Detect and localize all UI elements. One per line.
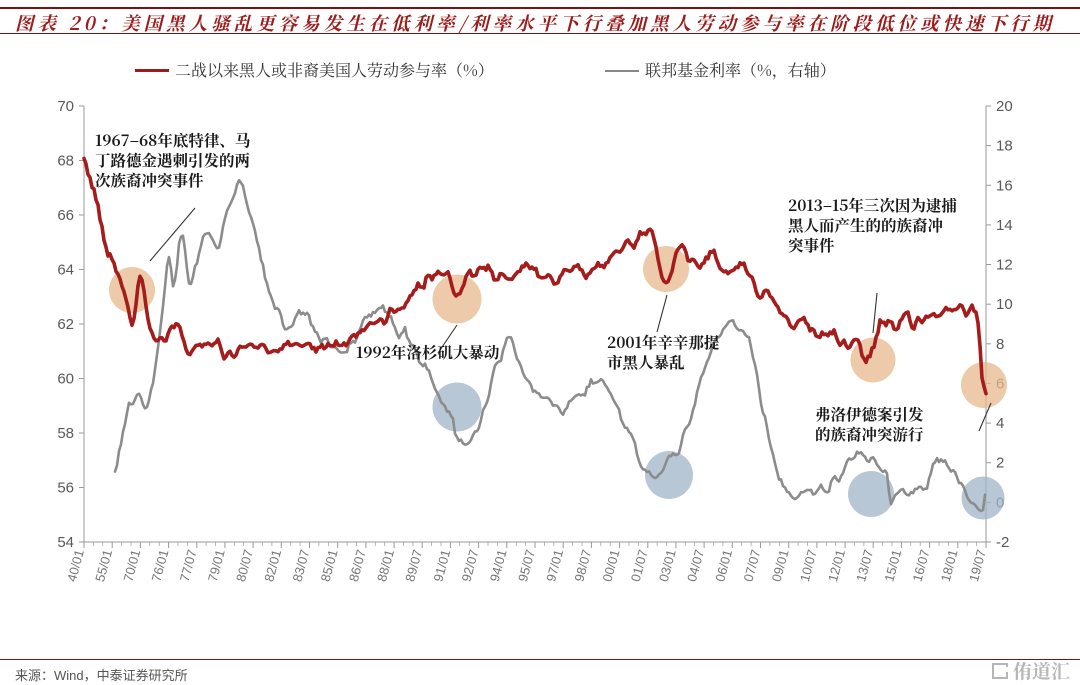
svg-text:2: 2: [996, 455, 1004, 472]
svg-text:16: 16: [996, 177, 1013, 194]
svg-text:77/07: 77/07: [177, 548, 200, 583]
svg-text:92/07: 92/07: [459, 548, 482, 583]
svg-text:83/07: 83/07: [289, 548, 312, 583]
svg-text:03/01: 03/01: [656, 548, 679, 583]
svg-text:12/01: 12/01: [825, 548, 848, 583]
svg-text:98/07: 98/07: [571, 548, 594, 583]
svg-text:95/07: 95/07: [515, 548, 538, 583]
svg-text:97/01: 97/01: [543, 548, 566, 583]
svg-text:80/07: 80/07: [233, 548, 256, 583]
svg-text:58: 58: [57, 425, 74, 442]
svg-text:64: 64: [57, 262, 74, 279]
svg-text:60: 60: [57, 371, 74, 388]
svg-text:10/07: 10/07: [797, 548, 820, 583]
svg-text:12: 12: [996, 257, 1013, 274]
svg-text:18: 18: [996, 138, 1013, 155]
svg-text:07/07: 07/07: [740, 548, 763, 583]
svg-text:79/01: 79/01: [205, 548, 228, 583]
svg-text:88/01: 88/01: [374, 548, 397, 583]
svg-text:15/01: 15/01: [881, 548, 904, 583]
svg-text:89/07: 89/07: [402, 548, 425, 583]
svg-text:70/01: 70/01: [120, 548, 143, 583]
svg-text:62: 62: [57, 316, 74, 333]
svg-text:01/07: 01/07: [628, 548, 651, 583]
svg-text:70: 70: [57, 98, 74, 115]
svg-text:40/01: 40/01: [64, 548, 87, 583]
svg-text:00/01: 00/01: [600, 548, 623, 583]
svg-text:04/07: 04/07: [684, 548, 707, 583]
svg-text:91/01: 91/01: [430, 548, 453, 583]
svg-text:82/01: 82/01: [261, 548, 284, 583]
svg-text:10: 10: [996, 296, 1013, 313]
svg-text:8: 8: [996, 336, 1004, 353]
svg-text:56: 56: [57, 480, 74, 497]
svg-text:55/01: 55/01: [92, 548, 115, 583]
svg-text:68: 68: [57, 153, 74, 170]
svg-text:86/07: 86/07: [346, 548, 369, 583]
svg-text:19/07: 19/07: [966, 548, 989, 583]
svg-text:20: 20: [996, 98, 1013, 115]
svg-text:-2: -2: [996, 534, 1009, 551]
svg-text:16/07: 16/07: [910, 548, 933, 583]
svg-text:06/01: 06/01: [712, 548, 735, 583]
svg-text:85/01: 85/01: [318, 548, 341, 583]
svg-text:76/01: 76/01: [149, 548, 172, 583]
svg-text:09/01: 09/01: [769, 548, 792, 583]
svg-text:13/07: 13/07: [853, 548, 876, 583]
svg-text:94/01: 94/01: [487, 548, 510, 583]
svg-text:66: 66: [57, 207, 74, 224]
svg-text:18/01: 18/01: [938, 548, 961, 583]
